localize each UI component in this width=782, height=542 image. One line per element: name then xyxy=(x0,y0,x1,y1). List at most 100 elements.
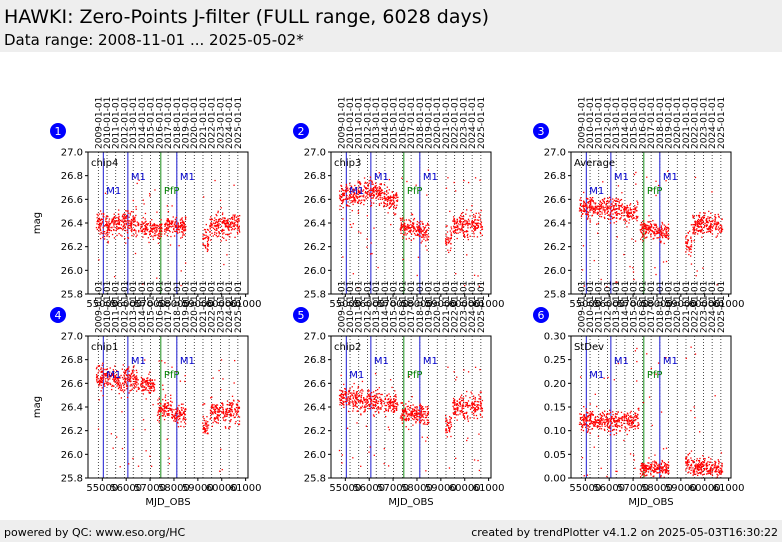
data-point xyxy=(377,411,380,413)
data-point xyxy=(698,216,701,218)
data-point xyxy=(473,233,475,235)
y-tick-label: 27.0 xyxy=(304,332,326,343)
data-point xyxy=(407,419,410,422)
data-point xyxy=(583,204,585,206)
data-point xyxy=(142,384,144,387)
data-point xyxy=(589,403,591,405)
data-point xyxy=(617,411,619,413)
data-point xyxy=(453,227,456,229)
data-point xyxy=(452,412,454,414)
data-point xyxy=(395,408,398,410)
data-point xyxy=(459,413,461,415)
data-point xyxy=(401,422,404,424)
data-point xyxy=(204,424,206,426)
data-point xyxy=(102,375,104,377)
data-point xyxy=(425,231,427,233)
data-point xyxy=(345,198,347,200)
data-point xyxy=(696,219,699,222)
data-point xyxy=(126,367,129,370)
data-point xyxy=(132,221,135,223)
data-point xyxy=(144,225,146,227)
data-point xyxy=(367,187,369,190)
data-point xyxy=(127,225,129,227)
data-point xyxy=(410,233,413,235)
data-point xyxy=(410,412,412,415)
data-point xyxy=(368,405,371,408)
data-point xyxy=(96,381,99,384)
data-point xyxy=(147,385,149,387)
data-point xyxy=(466,390,468,393)
data-point xyxy=(642,233,644,235)
data-point xyxy=(174,222,176,224)
data-point xyxy=(124,370,126,372)
data-point xyxy=(625,206,627,209)
data-point xyxy=(399,417,402,419)
data-point xyxy=(590,422,592,425)
data-point xyxy=(130,223,133,226)
data-point xyxy=(224,217,226,220)
data-point xyxy=(116,381,119,383)
data-point xyxy=(425,239,427,242)
panel-number-badge xyxy=(293,307,309,323)
data-point xyxy=(117,219,120,222)
data-point xyxy=(224,219,226,222)
data-point xyxy=(466,403,468,406)
data-point xyxy=(703,217,705,219)
y-tick-label: 27.0 xyxy=(61,148,83,159)
data-point xyxy=(599,425,601,428)
data-point xyxy=(182,220,184,223)
data-point xyxy=(582,213,584,215)
data-point xyxy=(634,428,636,430)
data-point xyxy=(223,222,225,224)
data-point xyxy=(153,224,155,226)
data-point xyxy=(157,419,159,421)
data-point xyxy=(99,229,102,231)
data-point xyxy=(699,225,701,228)
data-point xyxy=(646,225,649,227)
data-point xyxy=(226,412,228,414)
data-point xyxy=(347,397,349,399)
data-point xyxy=(587,198,589,200)
data-point xyxy=(343,406,345,409)
top-date-label: 2009-01-01 xyxy=(94,97,104,149)
data-point xyxy=(643,224,645,226)
data-point xyxy=(615,211,617,214)
data-point xyxy=(368,194,371,196)
data-point xyxy=(225,413,227,416)
data-point xyxy=(159,237,161,240)
data-point xyxy=(213,233,216,235)
data-point xyxy=(367,184,369,186)
data-point xyxy=(113,370,115,373)
data-point xyxy=(168,225,170,227)
y-tick-label: 25.8 xyxy=(304,474,326,485)
data-point xyxy=(387,409,390,411)
y-tick-label: 26.0 xyxy=(544,266,566,277)
data-point xyxy=(133,373,135,376)
data-point xyxy=(720,229,722,232)
data-point xyxy=(124,380,126,382)
data-point xyxy=(393,196,396,199)
data-point xyxy=(599,413,601,416)
data-point xyxy=(125,221,127,223)
data-point xyxy=(667,234,669,236)
data-point xyxy=(135,380,137,382)
data-point xyxy=(220,207,222,209)
data-point xyxy=(666,227,668,229)
event-label: M1 xyxy=(423,356,438,367)
data-point xyxy=(219,470,221,472)
data-point xyxy=(403,228,405,230)
data-point xyxy=(616,211,618,213)
data-point xyxy=(639,224,642,226)
top-date-label: 2011-01-01 xyxy=(112,281,122,333)
data-point xyxy=(341,188,343,190)
data-point xyxy=(152,227,155,229)
data-point xyxy=(630,212,632,214)
data-point xyxy=(388,407,390,409)
data-point xyxy=(631,218,633,220)
data-point xyxy=(589,201,592,203)
data-point xyxy=(605,415,608,417)
data-point xyxy=(177,413,179,415)
data-point xyxy=(179,413,181,415)
y-tick-label: 26.2 xyxy=(544,242,566,253)
data-point xyxy=(177,416,179,418)
